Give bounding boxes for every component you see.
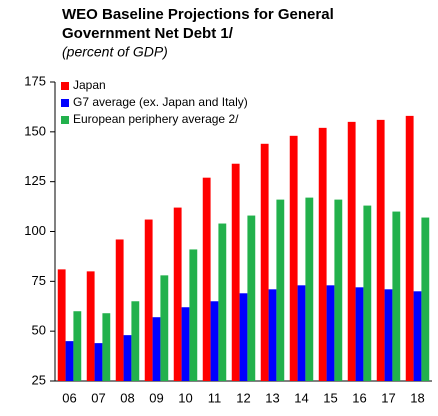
bar: [260, 143, 269, 381]
bar: [94, 343, 103, 381]
bar: [202, 177, 211, 381]
bar: [392, 211, 401, 381]
y-tick-label: 25: [32, 372, 46, 387]
bar: [421, 217, 430, 381]
x-tick-label: 17: [381, 390, 395, 405]
bar: [160, 275, 169, 381]
bar: [239, 293, 248, 381]
bar: [305, 197, 314, 381]
x-tick-label: 11: [208, 390, 222, 405]
bar: [413, 291, 422, 381]
x-tick-label: 13: [265, 390, 279, 405]
x-tick-label: 09: [149, 390, 163, 405]
bar: [102, 313, 111, 381]
bar: [318, 127, 327, 381]
bar: [144, 219, 153, 381]
bar: [276, 199, 285, 381]
y-tick-label: 100: [24, 223, 46, 238]
bar: [289, 135, 298, 381]
chart-subtitle: (percent of GDP): [62, 44, 168, 60]
bar: [363, 205, 372, 381]
x-tick-label: 10: [178, 390, 192, 405]
bar: [131, 301, 140, 381]
bar: [57, 269, 66, 381]
bar: [297, 285, 306, 381]
bar: [231, 163, 240, 381]
bar: [334, 199, 343, 381]
bar: [173, 207, 182, 381]
legend-swatch: [61, 99, 69, 107]
bar: [355, 287, 364, 381]
x-tick-label: 15: [323, 390, 337, 405]
bar: [384, 289, 393, 381]
x-tick-label: 12: [236, 390, 250, 405]
chart-title: Government Net Debt 1/: [62, 25, 234, 42]
bar: [210, 301, 219, 381]
bar: [73, 311, 82, 381]
y-tick-label: 175: [24, 73, 46, 88]
bar: [218, 223, 227, 381]
chart-title: WEO Baseline Projections for General: [62, 6, 334, 23]
bar: [347, 121, 356, 381]
y-tick-label: 125: [24, 173, 46, 188]
bar: [152, 317, 161, 381]
bar: [189, 249, 198, 381]
bar: [65, 341, 74, 381]
x-tick-label: 06: [62, 390, 76, 405]
bar: [326, 285, 335, 381]
y-tick-label: 50: [32, 323, 46, 338]
bar: [376, 119, 385, 381]
x-tick-label: 07: [91, 390, 105, 405]
bar: [247, 215, 256, 381]
legend-label: Japan: [73, 78, 106, 92]
x-tick-label: 08: [120, 390, 134, 405]
bar: [115, 239, 124, 381]
x-tick-label: 14: [294, 390, 308, 405]
legend-label: G7 average (ex. Japan and Italy): [73, 95, 248, 109]
y-tick-label: 150: [24, 123, 46, 138]
x-tick-label: 18: [410, 390, 424, 405]
bar: [181, 307, 190, 381]
bar: [123, 335, 132, 381]
legend-swatch: [61, 82, 69, 90]
x-tick-label: 16: [352, 390, 366, 405]
bar: [86, 271, 95, 381]
bar: [268, 289, 277, 381]
legend-swatch: [61, 116, 69, 124]
legend-label: European periphery average 2/: [73, 112, 239, 126]
y-tick-label: 75: [32, 273, 46, 288]
bar: [405, 115, 414, 382]
